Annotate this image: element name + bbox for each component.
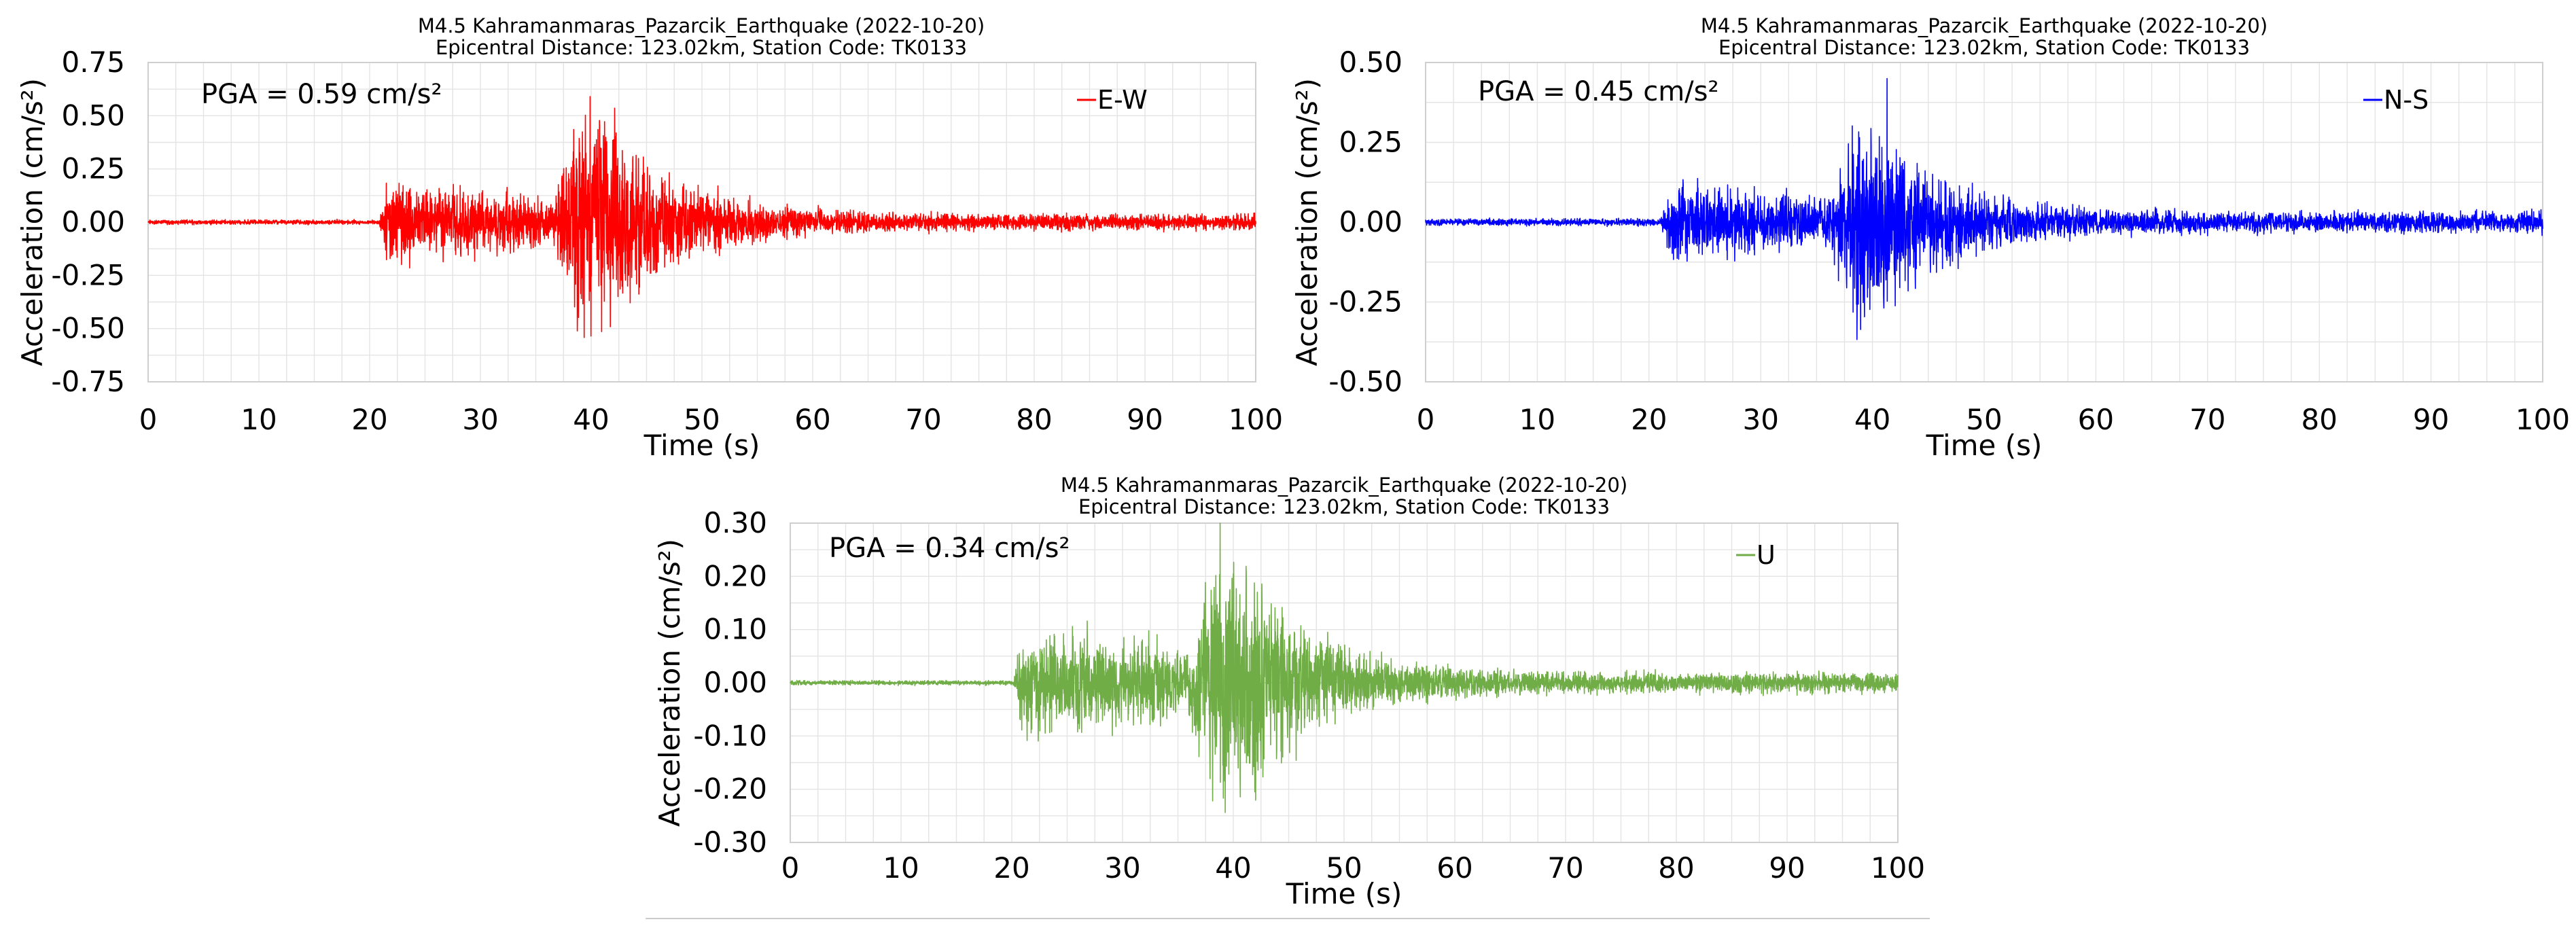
x-tick-label: 0 — [1417, 403, 1435, 436]
y-tick-label: -0.50 — [51, 312, 125, 345]
chart-panel-2: M4.5 Kahramanmaras_Pazarcik_Earthquake (… — [1290, 14, 2570, 462]
x-tick-label: 20 — [351, 403, 387, 436]
y-tick-label: 0.50 — [61, 99, 125, 132]
chart-panel-3: M4.5 Kahramanmaras_Pazarcik_Earthquake (… — [653, 474, 1925, 910]
x-tick-label: 70 — [2189, 403, 2225, 436]
pga-annotation: PGA = 0.59 cm/s² — [201, 79, 442, 110]
x-axis-label: Time (s) — [643, 429, 760, 462]
x-tick-label: 70 — [905, 403, 941, 436]
x-tick-label: 30 — [1742, 403, 1778, 436]
x-tick-label: 10 — [241, 403, 277, 436]
y-tick-label: 0.20 — [703, 559, 767, 592]
x-tick-label: 90 — [2413, 403, 2449, 436]
y-tick-label: -0.10 — [693, 719, 767, 752]
y-tick-label: -0.25 — [51, 258, 125, 291]
x-tick-label: 90 — [1127, 403, 1163, 436]
legend-label: N-S — [2384, 85, 2429, 115]
x-axis-label: Time (s) — [1926, 429, 2043, 462]
pga-annotation: PGA = 0.34 cm/s² — [829, 533, 1070, 564]
chart-panel-1: M4.5 Kahramanmaras_Pazarcik_Earthquake (… — [16, 14, 1283, 462]
x-tick-label: 80 — [1016, 403, 1052, 436]
y-tick-label: 0.25 — [1339, 126, 1402, 159]
x-tick-label: 0 — [139, 403, 158, 436]
chart-title: M4.5 Kahramanmaras_Pazarcik_Earthquake (… — [418, 14, 985, 37]
y-axis-label: Acceleration (cm/s²) — [653, 539, 686, 827]
x-tick-label: 80 — [2301, 403, 2337, 436]
x-tick-label: 70 — [1547, 851, 1583, 885]
y-tick-label: 0.00 — [61, 205, 125, 238]
legend-label: U — [1757, 540, 1776, 570]
x-tick-label: 90 — [1769, 851, 1805, 885]
x-tick-label: 60 — [1436, 851, 1472, 885]
chart-title: M4.5 Kahramanmaras_Pazarcik_Earthquake (… — [1701, 14, 2268, 37]
pga-annotation: PGA = 0.45 cm/s² — [1478, 76, 1719, 107]
x-tick-label: 50 — [1966, 403, 2002, 436]
x-tick-label: 10 — [1519, 403, 1555, 436]
y-tick-label: -0.50 — [1328, 365, 1402, 398]
y-tick-label: 0.50 — [1339, 46, 1402, 79]
x-tick-label: 60 — [794, 403, 830, 436]
y-axis-label: Acceleration (cm/s²) — [16, 78, 49, 366]
chart-subtitle: Epicentral Distance: 123.02km, Station C… — [1078, 495, 1610, 518]
x-tick-label: 60 — [2078, 403, 2114, 436]
chart-title: M4.5 Kahramanmaras_Pazarcik_Earthquake (… — [1061, 474, 1627, 497]
x-tick-label: 40 — [1854, 403, 1890, 436]
x-tick-label: 10 — [883, 851, 919, 885]
y-axis-label: Acceleration (cm/s²) — [1290, 78, 1324, 366]
legend-label: E-W — [1097, 85, 1148, 115]
y-tick-label: 0.25 — [61, 152, 125, 185]
x-axis-label: Time (s) — [1286, 877, 1402, 910]
x-tick-label: 50 — [1326, 851, 1362, 885]
y-tick-label: 0.10 — [703, 613, 767, 646]
x-tick-label: 100 — [2516, 403, 2570, 436]
x-tick-label: 50 — [684, 403, 720, 436]
y-tick-label: 0.75 — [61, 46, 125, 79]
y-tick-label: 0.30 — [703, 506, 767, 539]
y-tick-label: -0.20 — [693, 772, 767, 806]
series-line-e-w — [147, 96, 1256, 338]
x-tick-label: 20 — [1631, 403, 1667, 436]
x-tick-label: 100 — [1229, 403, 1283, 436]
chart-subtitle: Epicentral Distance: 123.02km, Station C… — [1718, 36, 2250, 59]
y-tick-label: 0.00 — [1339, 205, 1402, 238]
x-tick-label: 20 — [993, 851, 1029, 885]
x-tick-label: 30 — [1104, 851, 1140, 885]
x-tick-label: 80 — [1658, 851, 1694, 885]
chart-subtitle: Epicentral Distance: 123.02km, Station C… — [436, 36, 967, 59]
y-tick-label: -0.25 — [1328, 285, 1402, 319]
series-line-u — [790, 522, 1899, 813]
x-tick-label: 100 — [1871, 851, 1925, 885]
series-line-n-s — [1425, 77, 2543, 340]
x-tick-label: 30 — [462, 403, 498, 436]
y-tick-label: 0.00 — [703, 666, 767, 699]
x-tick-label: 0 — [781, 851, 800, 885]
y-tick-label: -0.75 — [51, 365, 125, 398]
x-tick-label: 40 — [573, 403, 609, 436]
x-tick-label: 40 — [1215, 851, 1251, 885]
y-tick-label: -0.30 — [693, 825, 767, 859]
